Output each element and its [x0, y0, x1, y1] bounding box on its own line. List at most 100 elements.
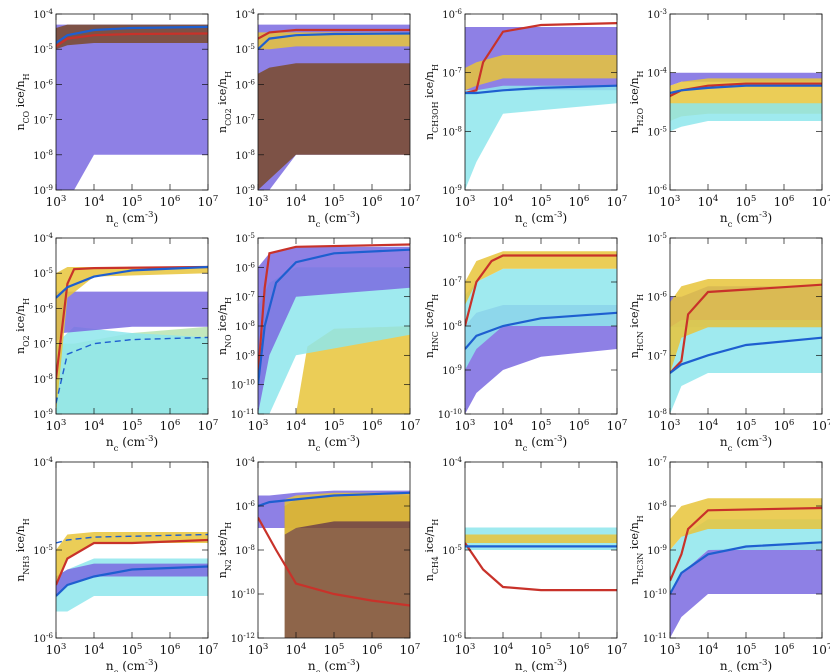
series-model-red	[670, 283, 822, 374]
panel-ch4: 103 104 105 106 107 10-6 10-5 10-4 nc (cm-3) nCH4…	[423, 455, 627, 672]
x-tick-label: 106	[774, 642, 795, 657]
x-tick-label: 106	[160, 194, 181, 209]
y-tick-label: 10-7	[442, 275, 462, 290]
plot-area	[56, 24, 208, 190]
plot-area	[670, 498, 822, 638]
x-tick-label: 104	[286, 418, 307, 433]
y-tick-label: 10-9	[33, 183, 53, 198]
y-tick-label: 10-7	[33, 336, 53, 351]
plot-area	[258, 490, 410, 638]
panel-o2: 103 104 105 106 107 10-9 10-8 10-7 10-6 10-5 10-4 n…	[14, 231, 218, 455]
y-tick-label: 10-4	[647, 65, 667, 80]
plot-area	[465, 527, 617, 592]
x-tick-label: 105	[736, 194, 757, 209]
band-gold-1	[465, 534, 617, 543]
x-tick-label: 105	[122, 642, 143, 657]
y-tick-label: 10-6	[647, 289, 667, 304]
x-tick-label: 106	[362, 418, 383, 433]
x-tick-label: 104	[84, 642, 105, 657]
x-tick-label: 106	[362, 194, 383, 209]
x-axis-label: nc (cm-3)	[106, 658, 158, 672]
x-tick-label: 103	[455, 418, 476, 433]
x-axis-label: nc (cm-3)	[720, 434, 772, 454]
y-tick-label: 10-8	[647, 407, 667, 422]
band-cyan-1	[670, 320, 822, 414]
band-cyan-1	[56, 326, 208, 414]
panel-n2: 103 104 105 106 107 10-12 10-10 10-8 10-6 10-4 nc …	[216, 455, 420, 672]
y-tick-label: 10-7	[235, 289, 255, 304]
plot-area	[465, 251, 617, 414]
series-model-blue	[465, 84, 617, 95]
series-model-blue-dashed	[56, 533, 208, 544]
x-tick-label: 104	[286, 194, 307, 209]
y-tick-label: 10-6	[235, 260, 255, 275]
y-tick-label: 10-8	[235, 319, 255, 334]
panel-hc3n: 103 104 105 106 107 10-11 10-10 10-9 10-8 10-7 nc …	[628, 455, 830, 672]
x-tick-label: 107	[198, 194, 219, 209]
series-model-red	[465, 542, 617, 592]
x-tick-label: 105	[531, 642, 552, 657]
y-tick-label: 10-6	[235, 499, 255, 514]
y-tick-label: 10-7	[442, 65, 462, 80]
y-tick-label: 10-6	[442, 7, 462, 22]
band-purple-0	[56, 24, 208, 190]
y-axis-label: nCH3OH ice/nH	[423, 64, 440, 140]
series-model-red	[56, 538, 208, 586]
band-gold-1	[465, 55, 617, 91]
band-cyan-2	[670, 103, 822, 132]
y-tick-label: 10-5	[235, 42, 255, 57]
band-gold-2	[284, 492, 410, 535]
y-tick-label: 10-6	[33, 301, 53, 316]
y-tick-label: 10-4	[33, 455, 53, 470]
band-cyan-1	[258, 267, 410, 414]
y-tick-label: 10-10	[231, 377, 256, 392]
series-model-red	[56, 265, 208, 379]
panel-no: 103 104 105 106 107 10-11 10-10 10-9 10-8 10-7 10-…	[216, 231, 420, 455]
x-axis-label: nc (cm-3)	[308, 658, 360, 672]
x-tick-label: 107	[198, 642, 219, 657]
x-tick-label: 107	[400, 642, 421, 657]
x-tick-label: 103	[248, 194, 269, 209]
series-model-blue-dashed	[56, 336, 208, 404]
x-tick-label: 107	[198, 418, 219, 433]
x-tick-label: 104	[493, 418, 514, 433]
x-tick-label: 104	[698, 194, 719, 209]
x-tick-label: 104	[698, 418, 719, 433]
x-tick-label: 104	[84, 418, 105, 433]
x-tick-label: 105	[736, 418, 757, 433]
y-tick-label: 10-9	[235, 348, 255, 363]
y-axis-label: nHNC ice/nH	[423, 294, 440, 358]
x-tick-label: 103	[455, 642, 476, 657]
series-model-red	[465, 254, 617, 327]
panel-hnc: 103 104 105 106 107 10-10 10-9 10-8 10-7 10-6 nc (…	[423, 231, 627, 455]
y-tick-label: 10-9	[33, 407, 53, 422]
x-tick-label: 107	[607, 418, 628, 433]
x-tick-label: 103	[46, 418, 67, 433]
y-tick-label: 10-5	[33, 266, 53, 281]
x-tick-label: 107	[400, 418, 421, 433]
band-cyan-1	[670, 519, 822, 594]
x-tick-label: 105	[531, 194, 552, 209]
y-tick-label: 10-6	[33, 77, 53, 92]
y-tick-label: 10-7	[647, 348, 667, 363]
y-tick-label: 10-8	[235, 147, 255, 162]
y-tick-label: 10-7	[33, 112, 53, 127]
y-tick-label: 10-7	[647, 455, 667, 470]
x-axis-label: nc (cm-3)	[308, 434, 360, 454]
y-axis-label: nNO ice/nH	[216, 297, 233, 355]
series-model-red	[258, 243, 410, 376]
x-axis-label: nc (cm-3)	[308, 210, 360, 230]
y-tick-label: 10-4	[33, 7, 53, 22]
series-model-blue	[670, 541, 822, 595]
x-tick-label: 103	[660, 418, 681, 433]
y-tick-label: 10-11	[643, 631, 667, 646]
panel-h2o: 103 104 105 106 107 10-6 10-5 10-4 10-3 nc (cm-3)…	[628, 7, 830, 231]
y-tick-label: 10-5	[647, 231, 667, 246]
series-model-red	[56, 32, 208, 48]
band-gold-2	[670, 279, 822, 373]
x-tick-label: 103	[660, 194, 681, 209]
y-tick-label: 10-10	[231, 587, 256, 602]
x-tick-label: 104	[493, 642, 514, 657]
series-model-red	[258, 28, 410, 40]
